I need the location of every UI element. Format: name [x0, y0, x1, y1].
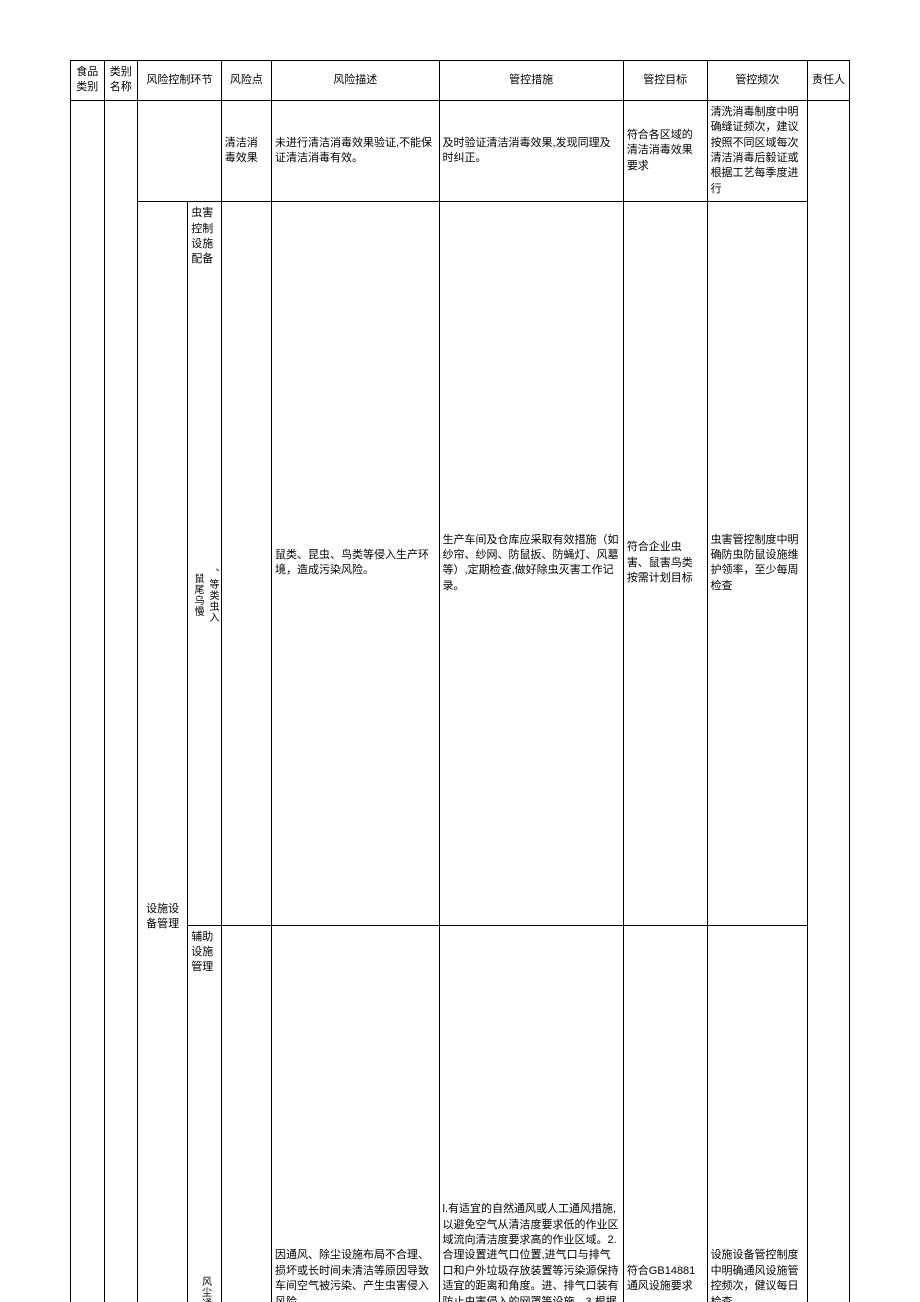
cell-food-category	[71, 100, 105, 1302]
cell-freq-0: 清洗消毒制度中明确缝证频次，建议按照不同区域每次清洁消毒后毅证或根据工艺每季度进…	[707, 100, 808, 201]
header-control-freq: 管控频次	[707, 61, 808, 101]
header-food-category: 食品类别	[71, 61, 105, 101]
cell-target-0: 符合各区域的清洁消毒效果要求	[623, 100, 707, 201]
header-owner: 责任人	[808, 61, 850, 101]
cell-link-group: 设施设备管理	[138, 202, 188, 1302]
cell-link-2-vert: 风尘通除施	[198, 978, 212, 1302]
cell-owner	[808, 100, 850, 1302]
cell-target-2: 符合GB14881通风设施要求	[623, 925, 707, 1302]
cell-link-1: 虫害控制设施配备 鼠尾乌慢 、等类虫入	[188, 202, 222, 926]
risk-control-table: 食品类别 类别名称 风险控制环节 风险点 风险描述 管控措施 管控目标 管控频次…	[70, 60, 850, 1302]
cell-target-1: 符合企业虫害、鼠害鸟类按需计划目标	[623, 202, 707, 926]
cell-measure-0: 及时验证清洁消毒效果,发现同理及时纠正。	[439, 100, 623, 201]
cell-link-2-label: 辅助设施管理	[191, 931, 213, 974]
table-row: 辅助设施管理 风尘通除施 因通风、除尘设施布局不合理、损坏或长时间未清洁等原因导…	[71, 925, 850, 1302]
header-control-target: 管控目标	[623, 61, 707, 101]
cell-category-name	[104, 100, 138, 1302]
header-control-measure: 管控措施	[439, 61, 623, 101]
cell-link-2: 辅助设施管理 风尘通除施	[188, 925, 222, 1302]
cell-link-1-vert2: 、等类虫入	[205, 270, 219, 921]
cell-link-0	[138, 100, 222, 201]
cell-risk-desc-1: 鼠类、昆虫、鸟类等侵入生产环境，造成污染风险。	[272, 202, 440, 926]
header-category-name: 类别名称	[104, 61, 138, 101]
cell-risk-point-1	[221, 202, 271, 926]
header-risk-desc: 风险描述	[272, 61, 440, 101]
cell-risk-desc-2: 因通风、除尘设施布局不合理、损坏或长时间未清洁等原因导致车间空气被污染、产生虫害…	[272, 925, 440, 1302]
header-row: 食品类别 类别名称 风险控制环节 风险点 风险描述 管控措施 管控目标 管控频次…	[71, 61, 850, 101]
header-risk-point: 风险点	[221, 61, 271, 101]
cell-risk-desc-0: 未进行清洁消毒效果验证,不能保证清洁消毒有效。	[272, 100, 440, 201]
cell-measure-2: l.有适宜的自然通风或人工通风措施,以避免空气从清洁度要求低的作业区域流向清洁度…	[439, 925, 623, 1302]
table-row: 设施设备管理 虫害控制设施配备 鼠尾乌慢 、等类虫入 鼠类、昆虫、鸟类等侵入生产…	[71, 202, 850, 926]
cell-link-1-label: 虫害控制设施配备	[191, 207, 213, 265]
cell-measure-1: 生产车间及仓库应采取有效措施（如纱帘、纱网、防鼠扳、防蝇灯、风墓等）,定期检查,…	[439, 202, 623, 926]
header-risk-control-link: 风险控制环节	[138, 61, 222, 101]
cell-risk-point-2	[221, 925, 271, 1302]
cell-freq-1: 虫害管控制度中明确防虫防鼠设施维护领率，至少每周检查	[707, 202, 808, 926]
cell-risk-point-0: 清洁消毒效果	[221, 100, 271, 201]
cell-link-1-vert: 鼠尾乌慢	[190, 270, 204, 921]
cell-freq-2: 设施设备管控制度中明确通风设施管控频次，健议每日检查	[707, 925, 808, 1302]
table-row: 清洁消毒效果 未进行清洁消毒效果验证,不能保证清洁消毒有效。 及时验证清洁消毒效…	[71, 100, 850, 201]
